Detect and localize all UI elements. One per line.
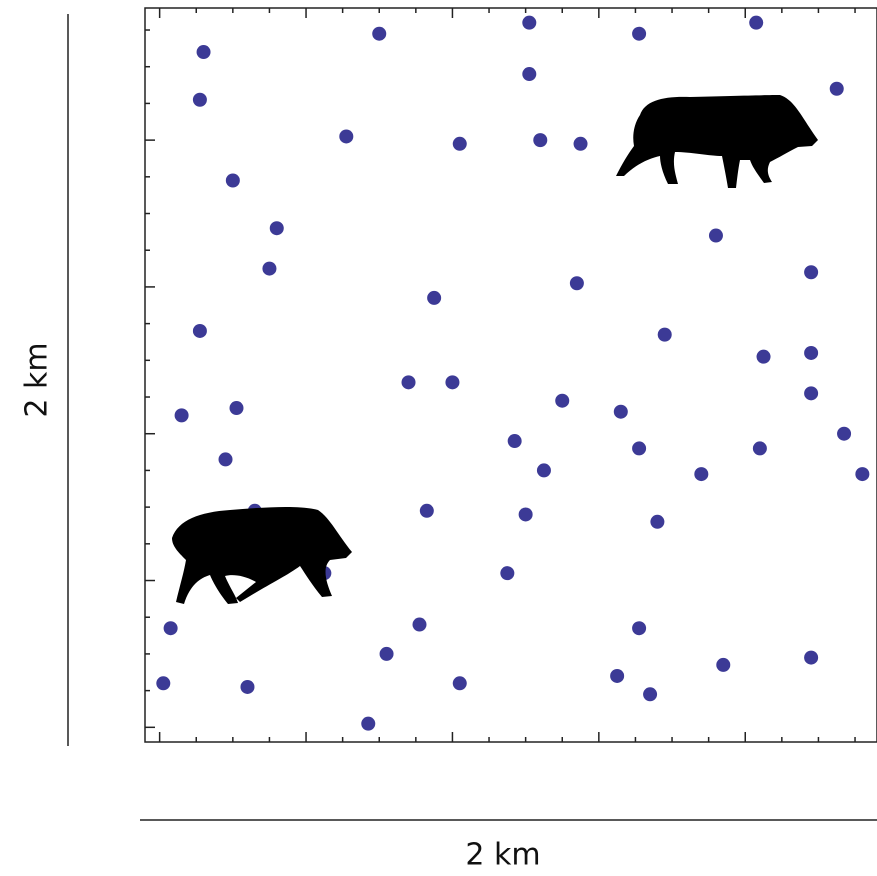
point <box>522 67 537 82</box>
point <box>650 514 665 529</box>
point <box>225 173 240 188</box>
point <box>192 323 207 338</box>
point <box>452 676 467 691</box>
point <box>555 393 570 408</box>
point <box>262 261 277 276</box>
point <box>196 45 211 60</box>
point <box>269 221 284 236</box>
point <box>218 452 233 467</box>
point <box>694 467 709 482</box>
point <box>372 26 387 41</box>
point <box>500 566 515 581</box>
x-scale-label: 2 km <box>465 838 540 873</box>
point <box>632 441 647 456</box>
point <box>657 327 672 342</box>
point <box>240 679 255 694</box>
point <box>401 375 416 390</box>
ticks <box>145 8 856 742</box>
point <box>569 276 584 291</box>
point <box>379 646 394 661</box>
point <box>632 621 647 636</box>
y-scale-label: 2 km <box>20 342 55 417</box>
point <box>361 716 376 731</box>
point <box>804 650 819 665</box>
point <box>507 434 522 449</box>
point <box>749 15 764 30</box>
point <box>752 441 767 456</box>
point <box>804 345 819 360</box>
point <box>174 408 189 423</box>
point <box>613 404 628 419</box>
point <box>610 668 625 683</box>
point <box>837 426 852 441</box>
point <box>419 503 434 518</box>
boar-silhouette <box>172 506 352 604</box>
point <box>804 386 819 401</box>
point <box>716 657 731 672</box>
point <box>163 621 178 636</box>
plot-frame <box>144 7 877 743</box>
point <box>452 136 467 151</box>
point <box>573 136 588 151</box>
point <box>339 129 354 144</box>
point <box>536 463 551 478</box>
point <box>412 617 427 632</box>
boar-silhouette <box>616 95 818 188</box>
point <box>533 133 548 148</box>
point <box>229 401 244 416</box>
point <box>643 687 658 702</box>
point <box>804 265 819 280</box>
point <box>756 349 771 364</box>
point <box>156 676 171 691</box>
point <box>445 375 460 390</box>
point <box>427 290 442 305</box>
point <box>829 81 844 96</box>
point <box>632 26 647 41</box>
point <box>192 92 207 107</box>
point <box>708 228 723 243</box>
point <box>855 467 870 482</box>
point <box>522 15 537 30</box>
point <box>518 507 533 522</box>
